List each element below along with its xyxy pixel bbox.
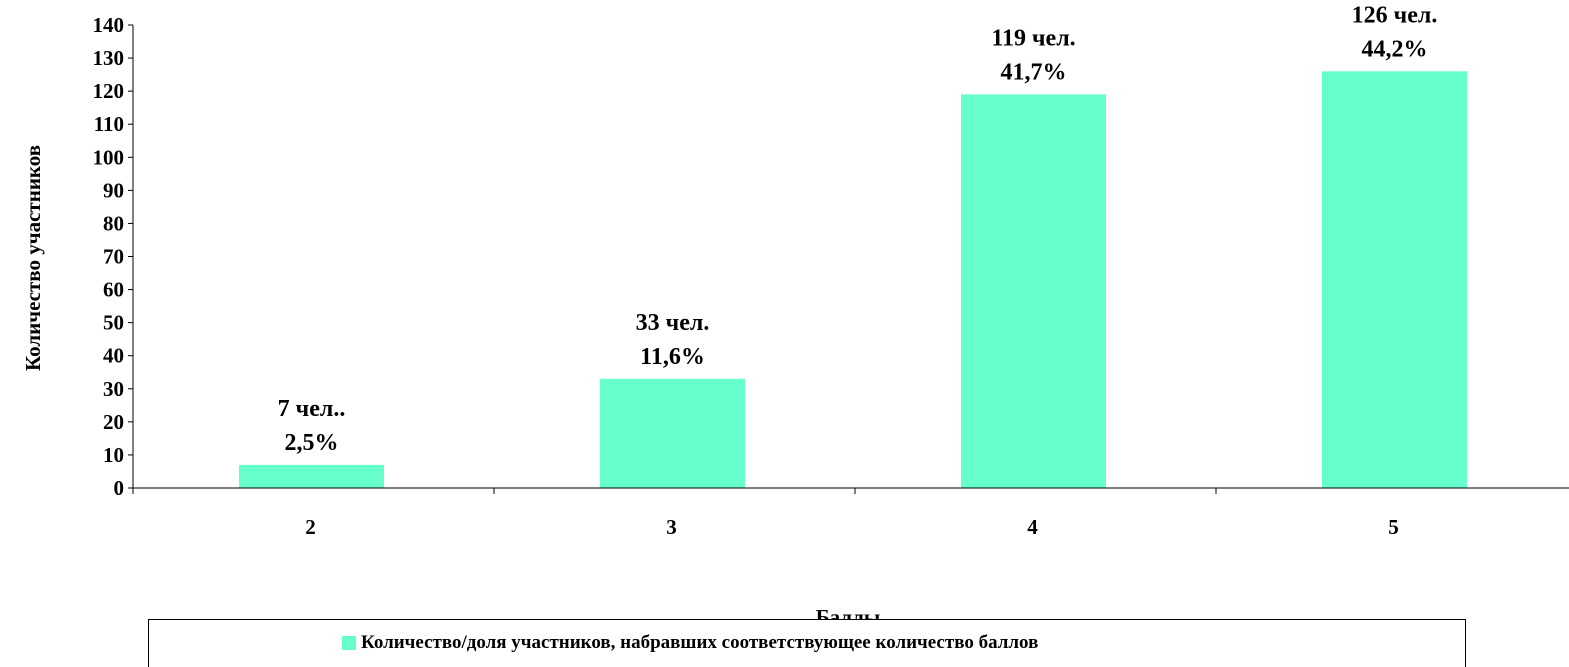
y-tick-label: 40 bbox=[103, 344, 124, 368]
data-label-percent: 2,5% bbox=[285, 430, 339, 456]
x-tick-label: 5 bbox=[1388, 515, 1399, 539]
y-tick-label: 90 bbox=[103, 178, 124, 202]
data-label-percent: 11,6% bbox=[640, 344, 705, 370]
y-axis-title: Количество участников bbox=[21, 145, 45, 371]
bar-4 bbox=[961, 94, 1106, 488]
data-label-count: 119 чел. bbox=[991, 25, 1075, 51]
x-tick-label: 2 bbox=[305, 515, 316, 539]
y-tick-label: 0 bbox=[114, 476, 125, 500]
x-tick-label: 4 bbox=[1027, 515, 1038, 539]
legend-entry: Количество/доля участников, набравших со… bbox=[342, 632, 1038, 654]
data-label-count: 33 чел. bbox=[636, 310, 710, 336]
data-label-count: 126 чел. bbox=[1352, 2, 1438, 28]
y-tick-label: 80 bbox=[103, 211, 124, 235]
y-tick-label: 100 bbox=[93, 145, 125, 169]
x-tick-label: 3 bbox=[666, 515, 677, 539]
legend-swatch bbox=[342, 636, 356, 650]
y-axis-ticks: 0 10 20 30 40 50 60 70 80 90 100 110 120 130 140 bbox=[93, 13, 133, 500]
x-axis-ticks: 2 3 4 5 bbox=[132, 488, 1399, 539]
y-tick-label: 10 bbox=[103, 443, 124, 467]
data-label-percent: 41,7% bbox=[1001, 59, 1067, 85]
data-label-percent: 44,2% bbox=[1362, 36, 1428, 62]
y-tick-label: 60 bbox=[103, 278, 124, 302]
legend-label: Количество/доля участников, набравших со… bbox=[361, 632, 1039, 653]
data-labels: 7 чел.. 2,5% 33 чел. 11,6% 119 чел. 41,7% 126 … bbox=[278, 2, 1438, 456]
y-tick-label: 30 bbox=[103, 377, 124, 401]
bar-3 bbox=[600, 378, 745, 488]
bar-2 bbox=[239, 464, 384, 488]
y-tick-label: 20 bbox=[103, 410, 124, 434]
bars bbox=[239, 71, 1467, 489]
y-tick-label: 120 bbox=[93, 79, 125, 103]
legend: Количество/доля участников, набравших со… bbox=[148, 619, 1466, 667]
y-tick-label: 70 bbox=[103, 245, 124, 269]
bar-5 bbox=[1322, 71, 1467, 489]
y-tick-label: 140 bbox=[93, 13, 125, 37]
y-tick-label: 50 bbox=[103, 311, 124, 335]
y-tick-label: 110 bbox=[94, 112, 124, 136]
y-tick-label: 130 bbox=[93, 46, 125, 70]
data-label-count: 7 чел.. bbox=[278, 396, 346, 422]
